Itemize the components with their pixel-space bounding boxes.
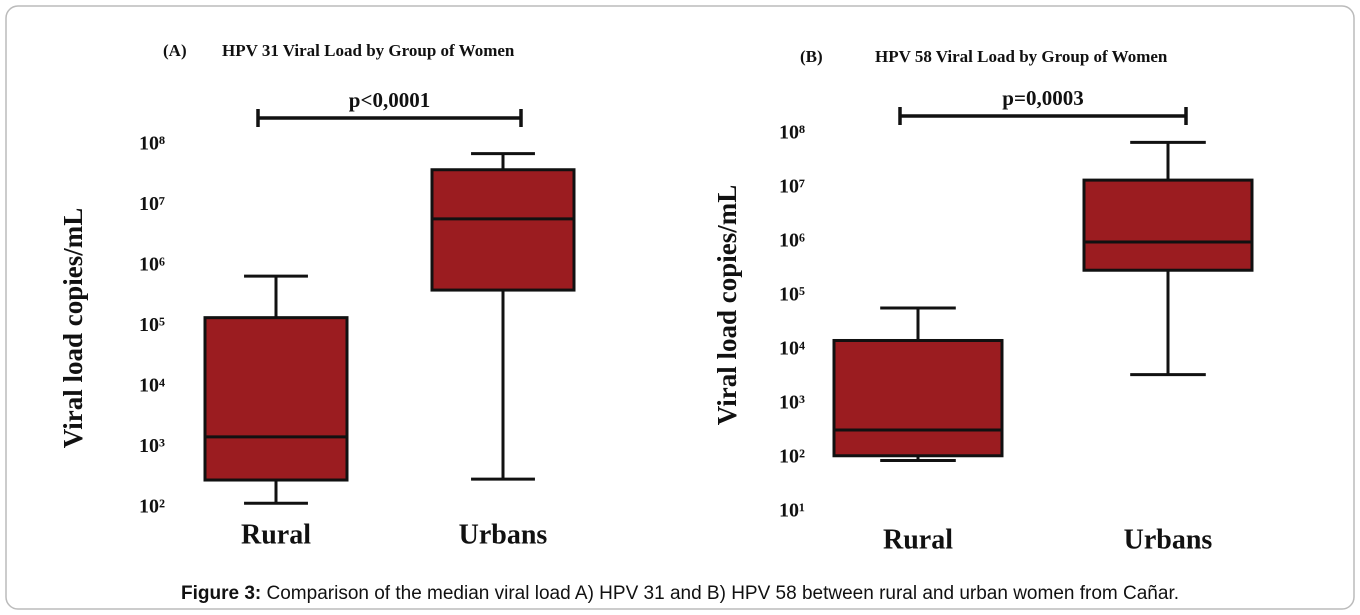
x-tick-label: Urbans [459, 519, 548, 550]
caption-label: Figure 3: [181, 583, 261, 604]
chart-title: HPV 31 Viral Load by Group of Women [222, 41, 515, 60]
frame [5, 5, 1355, 610]
box [1082, 178, 1254, 272]
caption: Figure 3: Comparison of the median viral… [181, 583, 1179, 604]
y-axis-label: Viral load copies/mL [712, 185, 742, 426]
y-tick-label: 10⁸ [139, 133, 165, 155]
y-tick-label: 10⁶ [779, 230, 805, 252]
box [430, 168, 576, 292]
y-tick-label: 10¹ [779, 500, 805, 522]
box [832, 338, 1004, 458]
y-axis-label: Viral load copies/mL [58, 208, 88, 449]
panel-label: (B) [800, 47, 823, 66]
y-tick-label: 10³ [139, 435, 165, 457]
y-tick-label: 10⁴ [779, 338, 805, 360]
panel-label: (A) [163, 41, 187, 60]
caption-text: Comparison of the median viral load A) H… [267, 583, 1179, 604]
y-tick-label: 10⁸ [779, 122, 805, 144]
p-value: p<0,0001 [349, 88, 430, 112]
y-tick-label: 10² [779, 446, 805, 468]
y-tick-label: 10⁷ [139, 193, 165, 215]
y-tick-label: 10⁷ [779, 176, 805, 198]
x-tick-label: Rural [241, 519, 311, 550]
x-tick-label: Rural [883, 524, 953, 555]
p-value: p=0,0003 [1002, 86, 1083, 110]
chart-title: HPV 58 Viral Load by Group of Women [875, 47, 1168, 66]
y-tick-label: 10² [139, 496, 165, 518]
y-tick-label: 10⁴ [139, 375, 165, 397]
box [203, 316, 349, 482]
y-tick-label: 10⁵ [139, 314, 165, 336]
y-tick-label: 10⁵ [779, 284, 805, 306]
y-tick-label: 10⁶ [139, 254, 165, 276]
y-tick-label: 10³ [779, 392, 805, 414]
x-tick-label: Urbans [1124, 524, 1213, 555]
